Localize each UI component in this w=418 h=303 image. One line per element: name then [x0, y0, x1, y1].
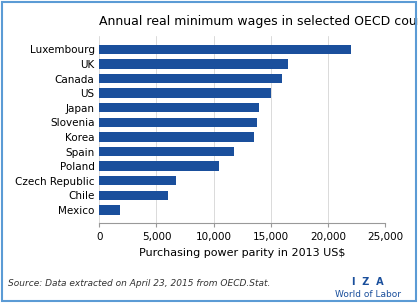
Text: Annual real minimum wages in selected OECD countries: Annual real minimum wages in selected OE… — [99, 15, 418, 28]
X-axis label: Purchasing power parity in 2013 US$: Purchasing power parity in 2013 US$ — [139, 248, 345, 258]
Bar — [99, 176, 176, 185]
Bar — [99, 59, 288, 69]
Bar — [99, 74, 282, 83]
Bar — [99, 132, 254, 142]
Bar — [99, 118, 257, 127]
Bar — [99, 45, 351, 54]
Bar — [99, 88, 271, 98]
Text: I  Z  A: I Z A — [352, 277, 384, 287]
Bar — [99, 161, 219, 171]
Bar — [99, 103, 259, 112]
Bar — [99, 205, 120, 215]
Text: Source: Data extracted on April 23, 2015 from OECD.Stat.: Source: Data extracted on April 23, 2015… — [8, 279, 271, 288]
Text: World of Labor: World of Labor — [335, 290, 401, 299]
Bar — [99, 191, 168, 200]
Bar — [99, 147, 234, 156]
